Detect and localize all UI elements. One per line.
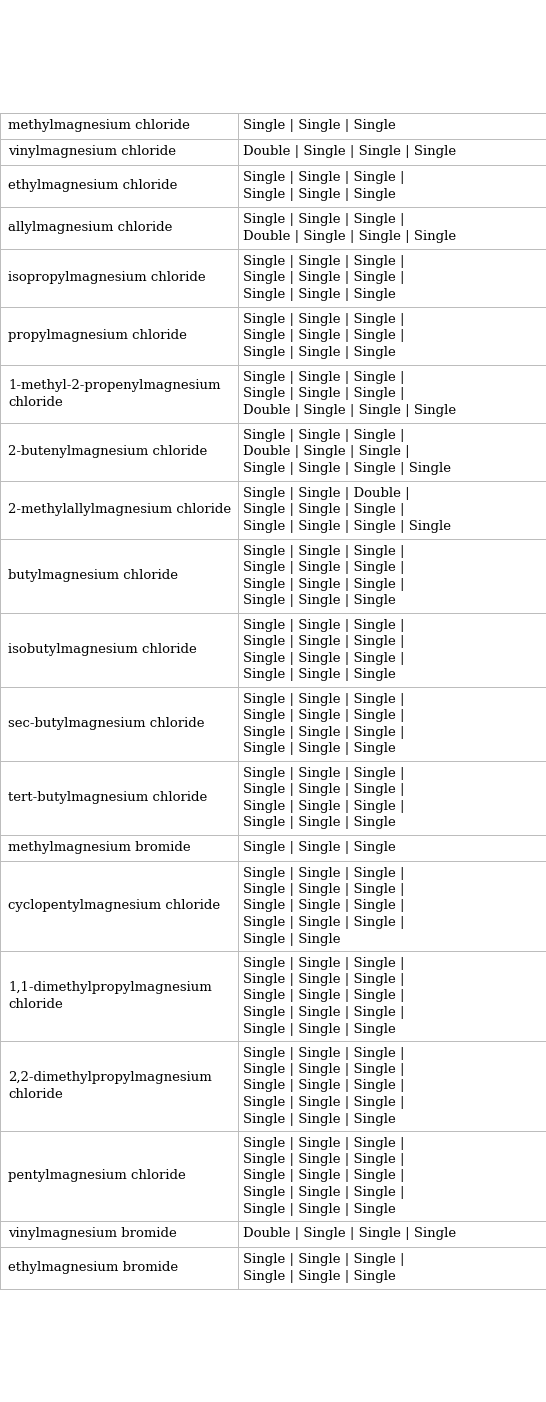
Text: isobutylmagnesium chloride: isobutylmagnesium chloride	[8, 644, 197, 656]
Text: sec-butylmagnesium chloride: sec-butylmagnesium chloride	[8, 718, 205, 730]
Text: Single | Single | Single |
Single | Single | Single |
Single | Single | Single |: Single | Single | Single | Single | Sing…	[243, 1046, 405, 1126]
Text: Double | Single | Single | Single: Double | Single | Single | Single	[243, 1228, 456, 1241]
Text: cyclopentylmagnesium chloride: cyclopentylmagnesium chloride	[8, 900, 221, 913]
Text: isopropylmagnesium chloride: isopropylmagnesium chloride	[8, 272, 206, 285]
Text: 2,2-dimethylpropylmagnesium
chloride: 2,2-dimethylpropylmagnesium chloride	[8, 1071, 212, 1101]
Text: propylmagnesium chloride: propylmagnesium chloride	[8, 329, 187, 342]
Text: Single | Single | Single |
Single | Single | Single |
Single | Single | Single: Single | Single | Single | Single | Sing…	[243, 313, 405, 359]
Text: 2-butenylmagnesium chloride: 2-butenylmagnesium chloride	[8, 446, 207, 458]
Text: Single | Single | Single |
Single | Single | Single |
Single | Single | Single: Single | Single | Single | Single | Sing…	[243, 255, 405, 301]
Text: butylmagnesium chloride: butylmagnesium chloride	[8, 569, 178, 582]
Text: Single | Single | Single |
Single | Single | Single: Single | Single | Single | Single | Sing…	[243, 1253, 405, 1283]
Text: allylmagnesium chloride: allylmagnesium chloride	[8, 222, 173, 234]
Text: Single | Single | Single: Single | Single | Single	[243, 119, 396, 133]
Text: Single | Single | Single: Single | Single | Single	[243, 841, 396, 854]
Text: Single | Single | Single |
Single | Single | Single |
Single | Single | Single |: Single | Single | Single | Single | Sing…	[243, 1137, 405, 1216]
Text: Single | Single | Single |
Single | Single | Single |
Single | Single | Single |: Single | Single | Single | Single | Sing…	[243, 693, 405, 756]
Text: methylmagnesium chloride: methylmagnesium chloride	[8, 119, 190, 133]
Text: 1,1-dimethylpropylmagnesium
chloride: 1,1-dimethylpropylmagnesium chloride	[8, 981, 212, 1011]
Text: Double | Single | Single | Single: Double | Single | Single | Single	[243, 146, 456, 158]
Text: tert-butylmagnesium chloride: tert-butylmagnesium chloride	[8, 792, 207, 805]
Text: Single | Single | Double |
Single | Single | Single |
Single | Single | Single |: Single | Single | Double | Single | Sing…	[243, 486, 451, 533]
Text: Single | Single | Single |
Single | Single | Single |
Single | Single | Single |: Single | Single | Single | Single | Sing…	[243, 545, 405, 607]
Text: 2-methylallylmagnesium chloride: 2-methylallylmagnesium chloride	[8, 503, 232, 516]
Text: methylmagnesium bromide: methylmagnesium bromide	[8, 841, 191, 854]
Text: Single | Single | Single |
Single | Single | Single |
Double | Single | Single |: Single | Single | Single | Single | Sing…	[243, 372, 456, 416]
Text: Single | Single | Single |
Single | Single | Single |
Single | Single | Single |: Single | Single | Single | Single | Sing…	[243, 956, 405, 1036]
Text: Single | Single | Single |
Single | Single | Single |
Single | Single | Single |: Single | Single | Single | Single | Sing…	[243, 866, 405, 945]
Text: Single | Single | Single |
Single | Single | Single |
Single | Single | Single |: Single | Single | Single | Single | Sing…	[243, 767, 405, 829]
Text: Single | Single | Single |
Double | Single | Single | Single: Single | Single | Single | Double | Sing…	[243, 213, 456, 243]
Text: pentylmagnesium chloride: pentylmagnesium chloride	[8, 1169, 186, 1182]
Text: 1-methyl-2-propenylmagnesium
chloride: 1-methyl-2-propenylmagnesium chloride	[8, 380, 221, 409]
Text: ethylmagnesium chloride: ethylmagnesium chloride	[8, 179, 177, 192]
Text: Single | Single | Single |
Single | Single | Single: Single | Single | Single | Single | Sing…	[243, 171, 405, 200]
Text: Single | Single | Single |
Double | Single | Single |
Single | Single | Single |: Single | Single | Single | Double | Sing…	[243, 429, 451, 475]
Text: Single | Single | Single |
Single | Single | Single |
Single | Single | Single |: Single | Single | Single | Single | Sing…	[243, 618, 405, 681]
Text: vinylmagnesium bromide: vinylmagnesium bromide	[8, 1228, 177, 1241]
Text: ethylmagnesium bromide: ethylmagnesium bromide	[8, 1262, 179, 1274]
Text: vinylmagnesium chloride: vinylmagnesium chloride	[8, 146, 176, 158]
